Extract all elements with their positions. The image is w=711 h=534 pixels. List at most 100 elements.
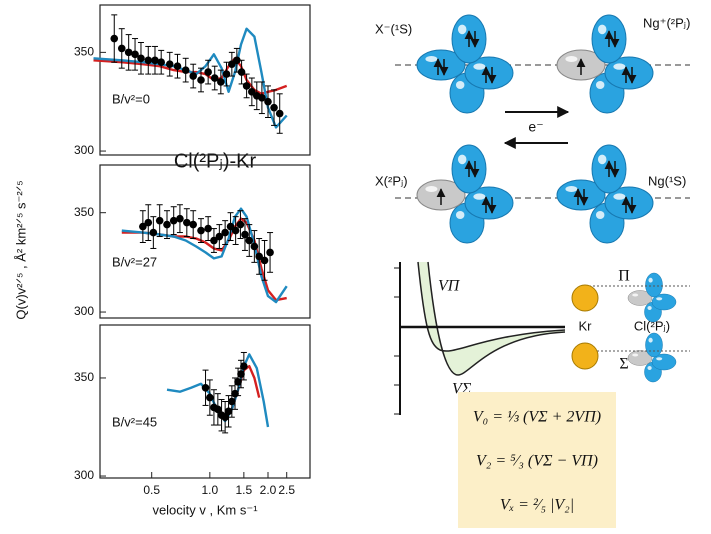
data-point [117, 44, 126, 53]
lobe-highlight [565, 56, 578, 62]
lobe-highlight [457, 24, 467, 35]
p-orbital-cluster [627, 332, 677, 383]
lobe-highlight [597, 24, 607, 35]
lobe-highlight [595, 211, 605, 219]
energy-ticks [394, 267, 400, 415]
data-point [236, 220, 245, 229]
data-point [275, 109, 284, 118]
data-point [206, 393, 214, 402]
y-tick-label: 300 [74, 468, 94, 482]
panel-annotation: B/v²=45 [112, 414, 157, 429]
data-point [155, 216, 164, 225]
electron-label: e⁻ [528, 119, 543, 135]
data-point [266, 248, 274, 257]
lobe-highlight [613, 193, 626, 200]
x-tick-label: 0.5 [143, 483, 160, 497]
data-point [131, 50, 139, 59]
model-curve [121, 207, 288, 304]
symmetry-label: Σ [619, 356, 628, 373]
state-label: Ng(¹S) [648, 173, 686, 188]
data-point [124, 48, 133, 57]
pi-potential-curve [417, 261, 566, 352]
data-point [237, 370, 245, 378]
figure-title: Cl(²Pⱼ)-Kr [174, 150, 257, 172]
data-point [144, 218, 153, 227]
data-point [204, 68, 212, 76]
lobe-highlight [648, 337, 653, 343]
data-point [234, 378, 242, 386]
x-tick-label: 2.0 [260, 483, 277, 497]
data-point [189, 72, 197, 80]
x-tick-label: 2.5 [278, 483, 295, 497]
data-point [240, 362, 248, 370]
data-point [250, 242, 259, 251]
data-point [228, 397, 236, 406]
lobe-highlight [425, 186, 438, 192]
data-point [165, 60, 174, 69]
y-tick-label: 350 [74, 45, 94, 59]
lobe-highlight [656, 357, 663, 361]
orbital-lobe [645, 272, 663, 298]
panel-annotation: B/v²=27 [112, 254, 157, 269]
lobe-highlight [457, 154, 467, 165]
y-tick-label: 300 [74, 304, 94, 318]
y-tick-label: 300 [74, 143, 94, 157]
data-point [204, 224, 212, 233]
data-point [224, 407, 233, 416]
symmetry-label: Π [618, 268, 630, 285]
plot-frame [99, 164, 311, 319]
potential-diagram: VΠ VΣ Kr Cl(²Pⱼ) Π Σ [394, 261, 690, 415]
data-point [139, 222, 147, 231]
data-point [258, 93, 266, 102]
data-point [176, 214, 184, 223]
data-point [210, 236, 218, 245]
y-tick-label: 350 [74, 370, 94, 384]
p-orbital-cluster [556, 144, 654, 244]
state-label: X(²Pⱼ) [375, 173, 408, 188]
plot-frame [99, 4, 311, 156]
data-point [189, 220, 197, 229]
data-point [217, 78, 225, 86]
kr-atom [571, 342, 599, 370]
lobe-highlight [565, 186, 578, 192]
pi-potential-label: VΠ [438, 278, 461, 295]
p-orbital-cluster [556, 14, 654, 114]
model-curve [230, 365, 261, 410]
lobe-highlight [648, 277, 653, 283]
data-point [149, 228, 158, 237]
lobe-highlight [473, 193, 486, 200]
orbital-lobe [645, 332, 663, 358]
lobe-highlight [595, 81, 605, 89]
x-axis-label: velocity v , Km s⁻¹ [152, 502, 258, 517]
state-label: Ng⁺(²Pⱼ) [643, 15, 690, 30]
plot-frame [99, 324, 311, 479]
lobe-highlight [455, 81, 465, 89]
orbital-clusters [416, 14, 677, 383]
equation-box [458, 392, 616, 528]
p-orbital-cluster [416, 144, 514, 244]
lobe-highlight [597, 154, 607, 165]
x-tick-label: 1.5 [236, 483, 253, 497]
atom-label: Kr [579, 318, 593, 333]
data-point [233, 56, 241, 65]
data-point [151, 56, 159, 65]
data-point [110, 34, 119, 43]
p-orbital-cluster [627, 272, 677, 323]
equation: V₀ = ⅓ (VΣ + 2VΠ) [473, 409, 601, 426]
lobe-highlight [425, 56, 438, 62]
equation: V₂ = ⁵⁄₃ (VΣ − VΠ) [476, 453, 598, 470]
data-point [241, 230, 249, 239]
data-point [183, 218, 191, 227]
data-point [231, 226, 240, 235]
data-point [169, 216, 178, 225]
x-tick-label: 1.0 [201, 483, 218, 497]
data-point [237, 68, 246, 76]
data-point [270, 103, 278, 112]
data-point [173, 62, 182, 70]
data-point [242, 82, 251, 90]
data-point [163, 220, 171, 229]
data-point [215, 232, 224, 241]
data-point [222, 70, 231, 78]
data-point [181, 66, 190, 74]
